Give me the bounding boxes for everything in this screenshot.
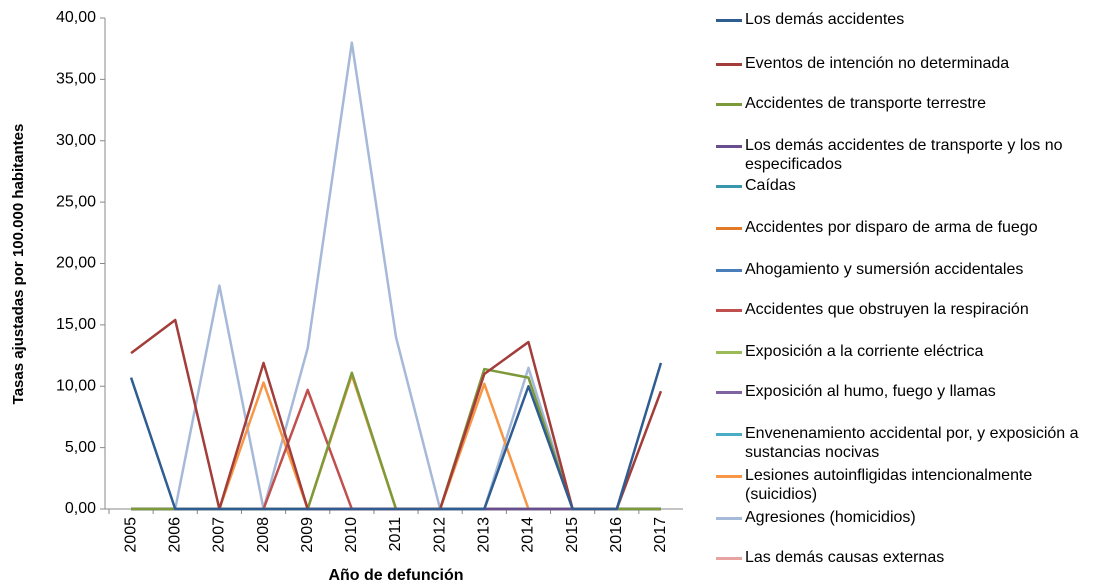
legend-swatch (716, 351, 742, 354)
legend-label: Exposición a la corriente eléctrica (745, 343, 984, 360)
legend-swatch (716, 433, 742, 436)
y-tick-label: 35,00 (56, 71, 96, 88)
legend-item: Agresiones (homicidios) (716, 508, 1091, 527)
x-tick-label: 2016 (608, 517, 625, 553)
y-tick-label: 10,00 (56, 377, 96, 394)
legend-swatch (716, 103, 742, 106)
x-tick-label: 2012 (431, 517, 448, 553)
legend-label: Ahogamiento y sumersión accidentales (745, 261, 1024, 278)
x-tick-label: 2008 (255, 517, 272, 553)
legend-label: Accidentes que obstruyen la respiración (745, 301, 1029, 318)
legend-item: Los demás accidentes (716, 10, 1091, 29)
y-tick-label: 30,00 (56, 132, 96, 149)
chart: Tasas ajustadas por 100.000 habitantes A… (10, 9, 683, 584)
legend-label: Los demás accidentes (745, 11, 905, 28)
legend-swatch (716, 145, 742, 148)
legend-swatch (716, 475, 742, 478)
x-tick-label: 2007 (211, 517, 228, 553)
legend-swatch (716, 391, 742, 394)
legend-item: Accidentes que obstruyen la respiración (716, 300, 1091, 319)
y-tick-label: 5,00 (65, 439, 96, 456)
legend-swatch (716, 63, 742, 66)
series-line (131, 373, 661, 511)
legend-item: Accidentes de transporte terrestre (716, 94, 1091, 113)
legend-item: Ahogamiento y sumersión accidentales (716, 260, 1091, 279)
x-tick-label: 2011 (387, 517, 404, 552)
legend-label: Agresiones (homicidios) (745, 509, 916, 526)
legend-label: Las demás causas externas (745, 549, 945, 566)
legend-item: Eventos de intención no determinada (716, 54, 1091, 73)
x-tick-label: 2013 (476, 517, 493, 553)
legend-swatch (716, 185, 742, 188)
legend-label: Eventos de intención no determinada (745, 55, 1010, 72)
y-tick-label: 20,00 (56, 255, 96, 272)
y-axis-title: Tasas ajustadas por 100.000 habitantes (10, 124, 27, 405)
x-tick-label: 2014 (520, 517, 537, 553)
legend-swatch (716, 19, 742, 22)
x-tick-label: 2017 (652, 517, 669, 553)
x-axis-title: Año de defunción (328, 567, 463, 584)
legend-item: Caídas (716, 176, 1091, 195)
legend-label: Los demás accidentes de transporte y los… (745, 137, 1063, 173)
legend-item: Los demás accidentes de transporte y los… (716, 136, 1091, 174)
series-line (131, 367, 661, 511)
legend-item: Accidentes por disparo de arma de fuego (716, 218, 1091, 237)
y-tick-label: 25,00 (56, 193, 96, 210)
legend-swatch (716, 269, 742, 272)
legend-label: Exposición al humo, fuego y llamas (745, 383, 996, 400)
series-line (131, 41, 661, 511)
legend-label: Envenenamiento accidental por, y exposic… (745, 425, 1079, 461)
series-line (130, 318, 663, 511)
legend-item: Lesiones autoinfligidas intencionalmente… (716, 466, 1091, 504)
y-tick-label: 40,00 (56, 9, 96, 26)
y-tick-label: 0,00 (65, 500, 96, 517)
legend-item: Las demás causas externas (716, 548, 1091, 567)
legend-item: Envenenamiento accidental por, y exposic… (716, 424, 1091, 462)
series-line (131, 388, 661, 511)
legend-item: Exposición a la corriente eléctrica (716, 342, 1091, 361)
legend-item: Exposición al humo, fuego y llamas (716, 382, 1091, 401)
legend-label: Caídas (745, 177, 796, 194)
legend-swatch (716, 309, 742, 312)
x-tick-label: 2005 (122, 517, 139, 553)
legend-label: Accidentes de transporte terrestre (745, 95, 987, 112)
x-tick-label: 2009 (299, 517, 316, 553)
legend-label: Accidentes por disparo de arma de fuego (745, 219, 1038, 236)
legend-swatch (716, 227, 742, 230)
series-line (129, 362, 663, 511)
x-tick-label: 2015 (564, 517, 581, 553)
legend-label: Lesiones autoinfligidas intencionalmente… (745, 467, 1033, 503)
x-tick-label: 2006 (166, 517, 183, 553)
x-tick-label: 2010 (343, 517, 360, 553)
legend-swatch (716, 517, 742, 520)
y-tick-label: 15,00 (56, 316, 96, 333)
legend-swatch (716, 557, 742, 560)
